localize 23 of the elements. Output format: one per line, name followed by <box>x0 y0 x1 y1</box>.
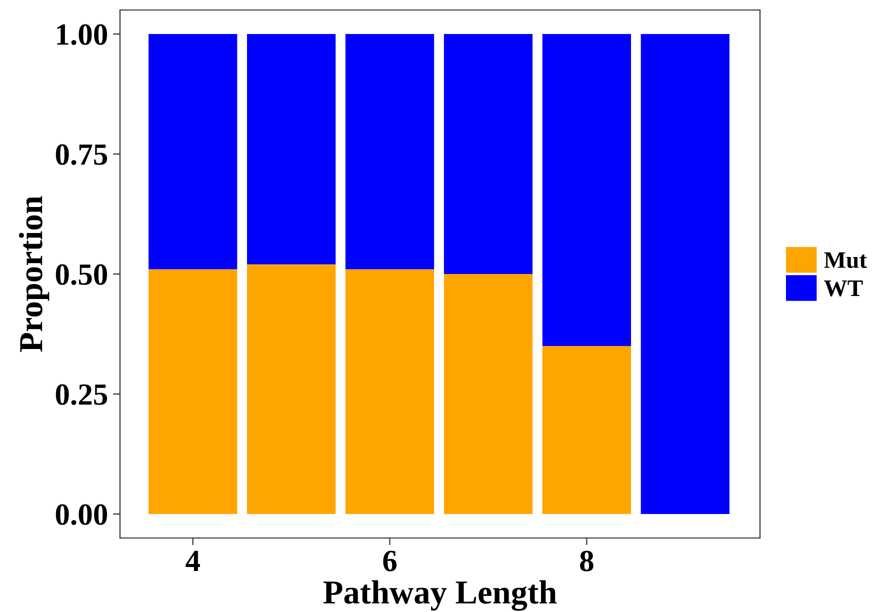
bar <box>148 269 238 514</box>
x-axis-title: Pathway Length <box>323 580 557 611</box>
y-tick-label: 0.25 <box>56 384 108 406</box>
bar <box>542 34 632 346</box>
x-tick-label: 6 <box>383 550 397 572</box>
bar <box>247 34 336 264</box>
bar <box>345 269 434 514</box>
bar <box>148 34 238 270</box>
bar <box>640 34 730 514</box>
legend-label: Mut <box>824 252 867 268</box>
y-axis-title: Proportion <box>18 196 50 352</box>
y-tick-label: 0.00 <box>56 504 108 526</box>
bar <box>247 264 336 514</box>
legend-label: WT <box>824 280 863 296</box>
y-tick-label: 0.75 <box>56 144 108 166</box>
x-tick-label: 8 <box>580 550 594 572</box>
x-tick-label: 4 <box>186 550 200 572</box>
y-tick-label: 1.00 <box>57 24 108 46</box>
bar <box>444 274 533 514</box>
bar <box>345 34 434 270</box>
y-tick-label: 0.50 <box>56 264 108 286</box>
bar <box>444 34 533 274</box>
bar <box>542 346 632 514</box>
